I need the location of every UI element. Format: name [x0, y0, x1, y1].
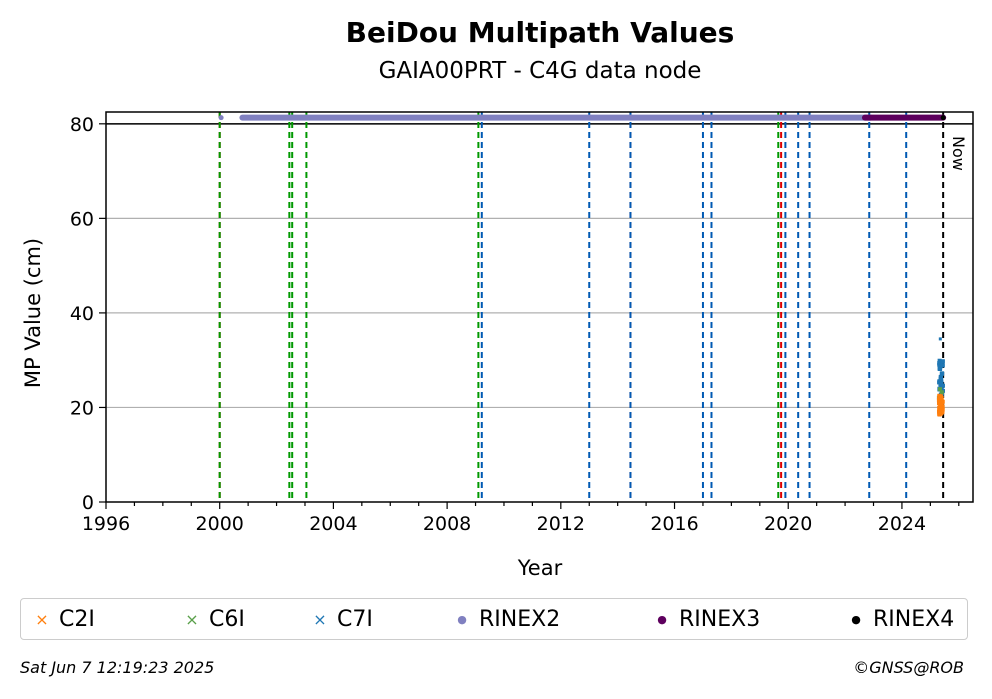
x-tick-label: 1996 [82, 513, 130, 535]
chart-subtitle: GAIA00PRT - C4G data node [378, 58, 702, 84]
legend: × C2I × C6I × C7I ● RINEX2 ● RINEX3 ● RINEX4 [20, 598, 968, 640]
data-point [937, 411, 942, 416]
legend-marker: ● [851, 612, 861, 626]
y-axis-label: MP Value (cm) [21, 238, 45, 388]
data-point [940, 363, 945, 368]
legend-item-c2i: × C2I [33, 599, 95, 639]
legend-label: RINEX2 [479, 606, 561, 632]
x-tick-label: 2016 [650, 513, 698, 535]
chart-title: BeiDou Multipath Values [345, 16, 735, 49]
legend-label: C7I [337, 606, 373, 632]
timestamp: Sat Jun 7 12:19:23 2025 [20, 658, 215, 677]
now-label: Now [949, 136, 968, 171]
y-tick-label: 0 [82, 492, 94, 514]
data-point [938, 375, 943, 380]
data-point [940, 404, 945, 409]
legend-label: C6I [209, 606, 245, 632]
data-point [938, 364, 943, 369]
data-point [938, 377, 943, 382]
legend-label: RINEX4 [873, 606, 955, 632]
legend-marker: ● [657, 612, 667, 626]
legend-marker: ● [457, 612, 467, 626]
legend-item-c6i: × C6I [183, 599, 245, 639]
legend-item-rinex4: ● RINEX4 [847, 599, 954, 639]
data-point [937, 401, 942, 406]
data-point [938, 337, 942, 341]
legend-item-rinex3: ● RINEX3 [653, 599, 760, 639]
x-axis-label: Year [517, 556, 563, 580]
data-point [937, 358, 942, 363]
legend-marker: × [185, 609, 199, 629]
series-rinex4 [940, 115, 946, 121]
data-point [940, 371, 945, 376]
data-point [938, 367, 943, 372]
y-tick-label: 60 [70, 208, 94, 230]
series-rinex2-point [218, 115, 224, 121]
legend-marker: × [35, 609, 49, 629]
data-point [940, 383, 945, 388]
x-tick-label: 2008 [423, 513, 471, 535]
data-point [938, 379, 943, 384]
legend-label: RINEX3 [679, 606, 761, 632]
legend-item-rinex2: ● RINEX2 [453, 599, 560, 639]
x-tick-label: 2020 [764, 513, 812, 535]
y-tick-label: 20 [70, 397, 94, 419]
legend-item-c7i: × C7I [311, 599, 373, 639]
series-c2i [936, 393, 945, 417]
data-point [938, 387, 943, 392]
plot-frame [105, 111, 974, 503]
y-tick-label: 40 [70, 303, 94, 325]
data-point [940, 399, 945, 404]
legend-marker: × [313, 609, 327, 629]
data-point [940, 407, 945, 412]
y-tick-label: 80 [70, 114, 94, 136]
x-tick-label: 2000 [196, 513, 244, 535]
x-tick-label: 2024 [878, 513, 926, 535]
data-point [938, 394, 943, 399]
data-point [939, 390, 944, 395]
x-tick-label: 2004 [309, 513, 357, 535]
data-point [940, 359, 945, 364]
x-tick-label: 2012 [537, 513, 585, 535]
legend-label: C2I [59, 606, 95, 632]
copyright: ©GNSS@ROB [853, 658, 964, 677]
